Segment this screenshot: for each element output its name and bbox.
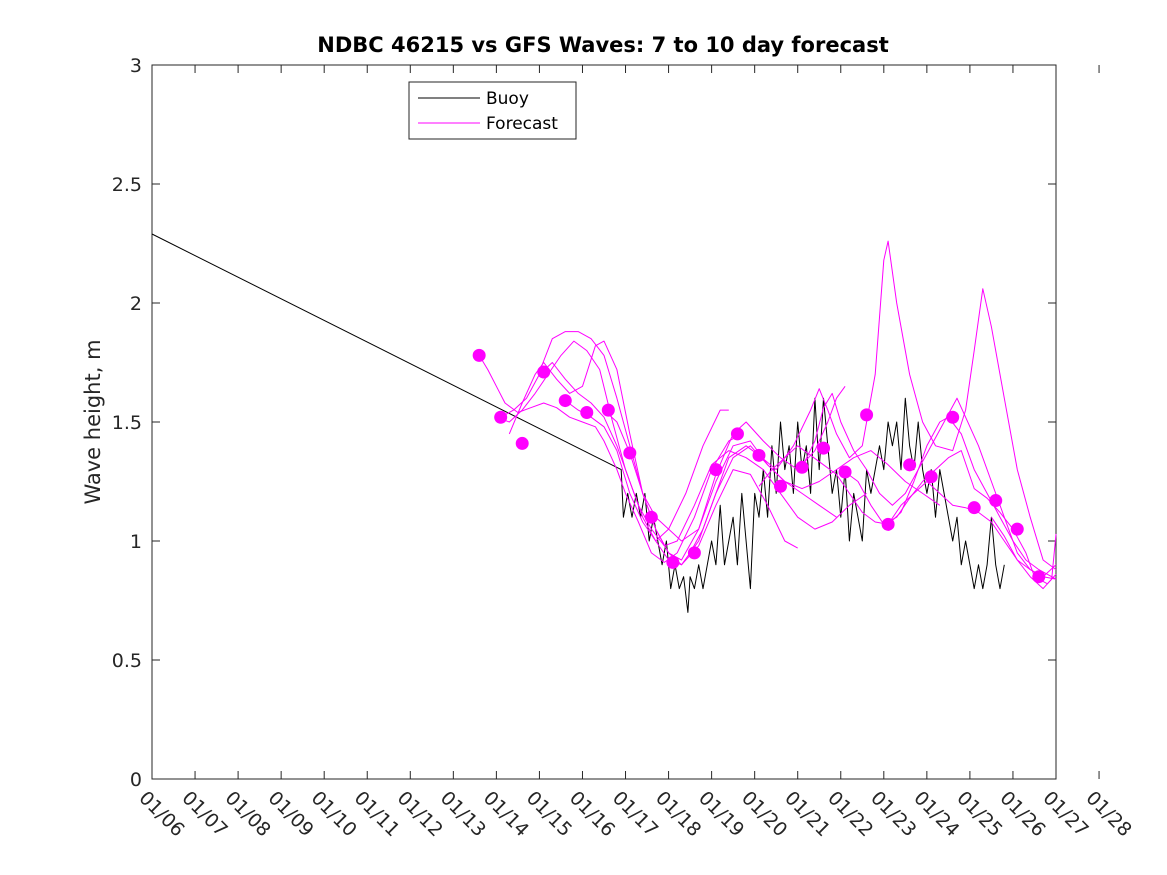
y-tick-label-6: 3 xyxy=(130,55,142,77)
forecast-marker-15 xyxy=(795,460,809,474)
forecast-marker-11 xyxy=(709,463,723,477)
forecast-marker-3 xyxy=(537,365,551,379)
forecast-marker-layer xyxy=(472,348,1046,584)
forecast-marker-1 xyxy=(494,410,508,424)
series-layer xyxy=(151,233,1057,613)
forecast-series-line-5 xyxy=(538,331,798,566)
forecast-marker-6 xyxy=(601,403,615,417)
forecast-marker-24 xyxy=(989,494,1003,508)
forecast-marker-25 xyxy=(1010,522,1024,536)
forecast-marker-18 xyxy=(860,408,874,422)
legend: Buoy Forecast xyxy=(408,81,577,140)
forecast-marker-8 xyxy=(644,510,658,524)
forecast-marker-14 xyxy=(773,479,787,493)
y-tick-label-4: 2 xyxy=(130,293,142,315)
forecast-series-line-10 xyxy=(801,392,1057,580)
forecast-marker-16 xyxy=(817,441,831,455)
forecast-series-line-13 xyxy=(990,516,1057,590)
forecast-marker-12 xyxy=(730,427,744,441)
forecast-marker-7 xyxy=(623,446,637,460)
forecast-marker-2 xyxy=(515,436,529,450)
forecast-series-line-1 xyxy=(478,355,743,563)
legend-label-forecast: Forecast xyxy=(486,114,558,134)
legend-box xyxy=(408,81,577,140)
chart-title: NDBC 46215 vs GFS Waves: 7 to 10 day for… xyxy=(317,33,888,57)
forecast-marker-26 xyxy=(1032,570,1046,584)
forecast-marker-19 xyxy=(881,517,895,531)
forecast-marker-13 xyxy=(752,448,766,462)
forecast-marker-10 xyxy=(687,546,701,560)
y-tick-label-1: 0.5 xyxy=(112,650,142,672)
y-axis-label: Wave height, m xyxy=(81,339,105,504)
forecast-marker-22 xyxy=(946,410,960,424)
y-tick-label-2: 1 xyxy=(130,531,142,553)
forecast-series-line-11 xyxy=(844,450,1057,585)
forecast-marker-23 xyxy=(967,501,981,515)
buoy-series-line xyxy=(151,233,1005,613)
forecast-marker-21 xyxy=(924,470,938,484)
plot-area: 01/0601/0701/0801/0901/1001/1101/1201/13… xyxy=(112,55,1136,841)
forecast-marker-20 xyxy=(903,458,917,472)
y-tick-label-3: 1.5 xyxy=(112,412,142,434)
forecast-marker-0 xyxy=(472,348,486,362)
forecast-marker-17 xyxy=(838,465,852,479)
y-tick-label-0: 0 xyxy=(130,769,142,791)
y-tick-label-5: 2.5 xyxy=(112,174,142,196)
forecast-marker-5 xyxy=(580,405,594,419)
forecast-marker-4 xyxy=(558,394,572,408)
forecast-marker-9 xyxy=(666,555,680,569)
legend-label-buoy: Buoy xyxy=(486,89,529,109)
axes-box xyxy=(151,64,1057,780)
